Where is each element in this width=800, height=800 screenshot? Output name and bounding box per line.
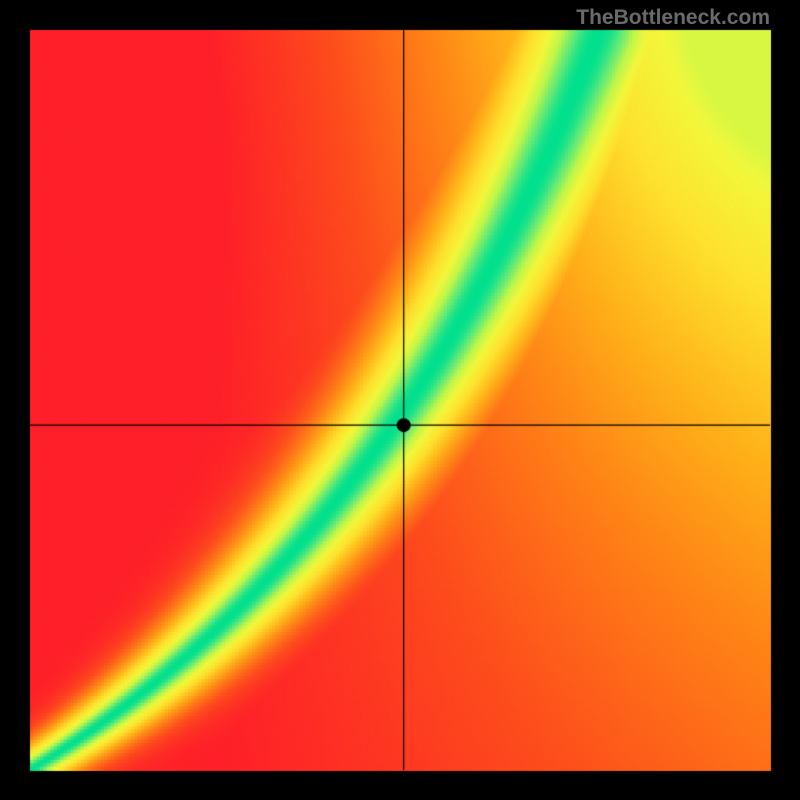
chart-container: TheBottleneck.com [0, 0, 800, 800]
bottleneck-heatmap [0, 0, 800, 800]
watermark-text: TheBottleneck.com [576, 6, 770, 30]
